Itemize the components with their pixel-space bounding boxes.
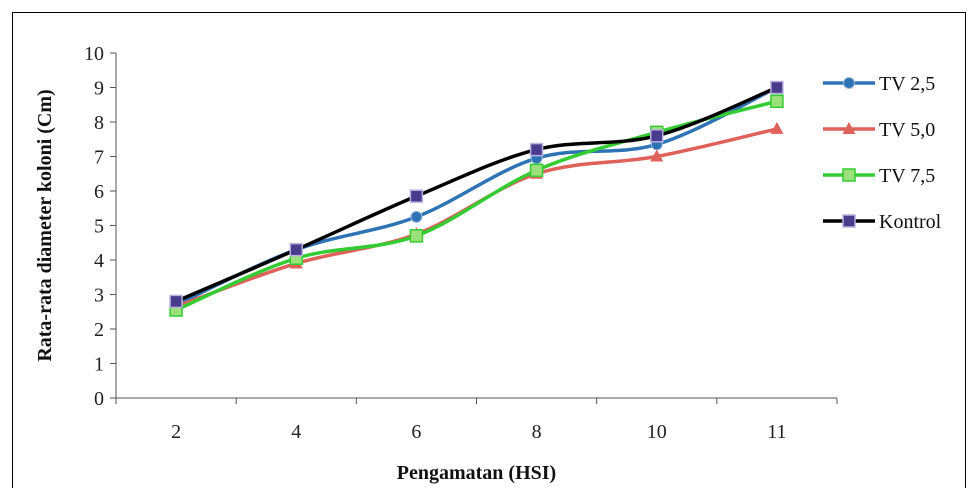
x-tick-label: 4 <box>291 421 301 443</box>
legend-label: TV 5,0 <box>879 119 935 141</box>
x-tick-label: 6 <box>411 421 421 443</box>
legend-item: Kontrol <box>823 211 942 233</box>
series-2 <box>169 94 784 317</box>
legend-item: TV 2,5 <box>823 73 935 95</box>
legend-item: TV 7,5 <box>823 165 935 187</box>
data-point <box>770 94 784 109</box>
y-tick-label: 1 <box>94 354 104 376</box>
y-axis-title: Rata-rata diameter koloni (Cm) <box>34 89 56 361</box>
data-point <box>289 242 303 257</box>
data-point <box>770 80 784 95</box>
data-point <box>529 163 544 178</box>
data-point <box>169 294 183 309</box>
data-point <box>650 149 664 162</box>
legend-marker <box>843 77 855 89</box>
series-line <box>175 85 778 304</box>
legend-marker <box>842 214 856 228</box>
chart-figure: 0 1 2 3 4 5 6 7 8 9 10 2 4 6 8 10 11 TV 2,5 TV 5,0 TV 7,5 K… <box>12 12 966 488</box>
axes: 0 1 2 3 4 5 6 7 8 9 10 2 4 6 8 10 11 <box>84 43 838 443</box>
y-tick-label: 0 <box>94 388 104 410</box>
data-point <box>410 210 423 223</box>
data-point <box>650 129 664 143</box>
data-point <box>770 121 784 134</box>
y-tick-label: 7 <box>94 147 104 169</box>
x-tick-label: 2 <box>171 421 181 443</box>
data-point <box>409 189 424 203</box>
legend-marker <box>842 122 856 134</box>
x-tick-label: 11 <box>767 421 786 443</box>
x-tick-label: 10 <box>647 421 667 443</box>
legend: TV 2,5 TV 5,0 TV 7,5 Kontrol <box>823 73 942 233</box>
x-axis-title: Pengamatan (HSI) <box>397 462 556 484</box>
line-chart: 0 1 2 3 4 5 6 7 8 9 10 2 4 6 8 10 11 TV 2,5 TV 5,0 TV 7,5 K… <box>34 43 942 484</box>
legend-label: TV 2,5 <box>879 73 935 95</box>
y-tick-label: 10 <box>84 43 104 65</box>
legend-item: TV 5,0 <box>823 119 935 141</box>
data-point <box>529 142 544 157</box>
series-layer <box>169 80 784 317</box>
y-tick-label: 3 <box>94 285 104 307</box>
legend-label: Kontrol <box>879 211 942 233</box>
y-tick-label: 9 <box>94 78 104 100</box>
legend-label: TV 7,5 <box>879 165 935 187</box>
y-tick-label: 2 <box>94 319 104 341</box>
series-line <box>175 127 778 309</box>
x-tick-label: 8 <box>532 421 542 443</box>
y-tick-label: 4 <box>94 250 104 272</box>
data-point <box>409 229 424 243</box>
y-tick-label: 6 <box>94 181 104 203</box>
series-line <box>175 99 778 312</box>
series-3 <box>169 80 784 309</box>
series-1 <box>169 121 784 312</box>
y-tick-label: 5 <box>94 216 104 238</box>
legend-marker <box>842 168 856 182</box>
y-tick-label: 8 <box>94 112 104 134</box>
